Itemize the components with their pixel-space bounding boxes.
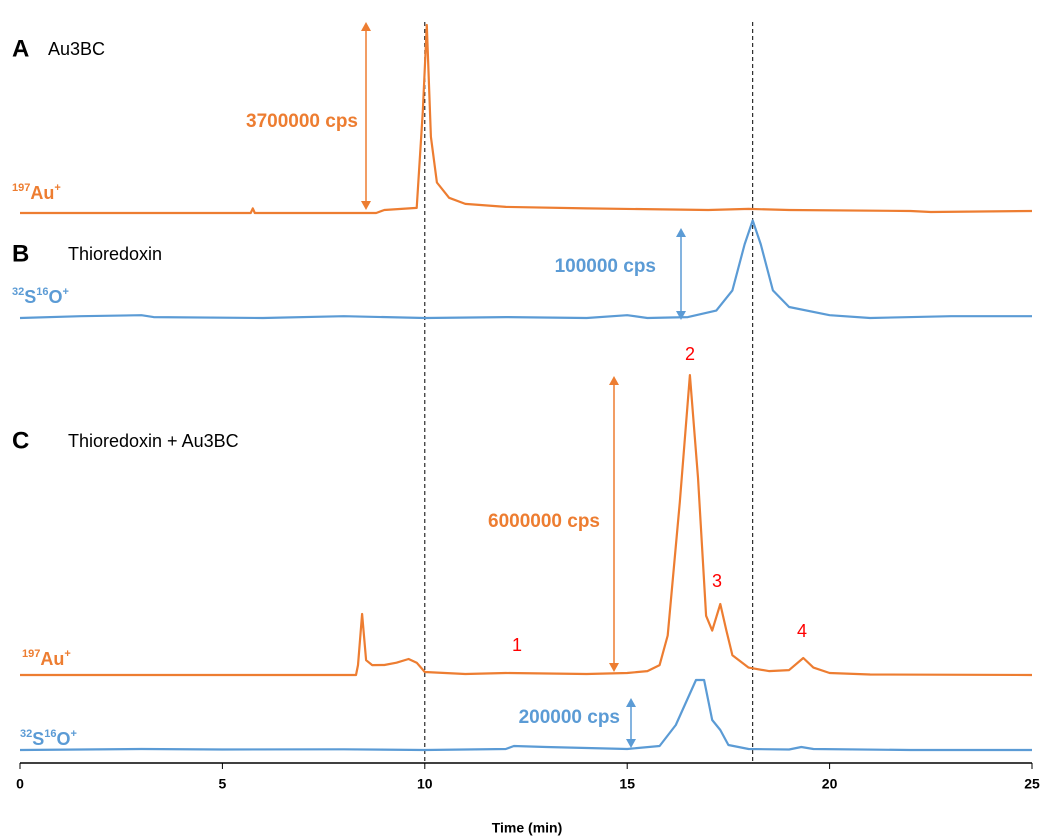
series-label-part: 16 bbox=[44, 728, 56, 740]
series-label-part: Au bbox=[40, 649, 64, 669]
series-label-part: Au bbox=[30, 183, 54, 203]
series-label: 32S16O+ bbox=[20, 728, 77, 749]
x-tick-label: 15 bbox=[619, 776, 635, 792]
series-label-part: + bbox=[54, 182, 60, 194]
x-tick-label: 25 bbox=[1024, 776, 1040, 792]
arrow-head bbox=[609, 376, 619, 385]
panel-letter: B bbox=[12, 240, 29, 267]
panel-title: Thioredoxin + Au3BC bbox=[68, 431, 239, 451]
series-label-part: + bbox=[63, 286, 69, 298]
series-label-part: 32 bbox=[12, 286, 24, 298]
scale-bar-label: 200000 cps bbox=[519, 707, 620, 728]
series-label-part: O bbox=[49, 287, 63, 307]
series-label: 197Au+ bbox=[12, 182, 61, 203]
series-label-part: 32 bbox=[20, 728, 32, 740]
scale-bar-label: 6000000 cps bbox=[488, 511, 600, 532]
panel-letter: C bbox=[12, 427, 29, 454]
series-label-part: 16 bbox=[36, 286, 48, 298]
scale-bar-label: 100000 cps bbox=[555, 256, 656, 277]
trace bbox=[19, 678, 1032, 752]
x-tick-label: 10 bbox=[417, 776, 433, 792]
arrow-head bbox=[626, 739, 636, 748]
arrow-head bbox=[361, 201, 371, 210]
trace bbox=[20, 23, 1033, 215]
trace bbox=[20, 374, 1033, 677]
scale-bar-label: 3700000 cps bbox=[246, 111, 358, 132]
peak-label: 1 bbox=[512, 635, 522, 655]
peak-label: 3 bbox=[712, 571, 722, 591]
peak-label: 2 bbox=[685, 344, 695, 364]
x-tick-label: 0 bbox=[16, 776, 24, 792]
series-label-part: 197 bbox=[22, 648, 40, 660]
series-label-part: S bbox=[32, 729, 44, 749]
arrow-head bbox=[626, 698, 636, 707]
arrow-head bbox=[361, 22, 371, 31]
x-tick-label: 5 bbox=[219, 776, 227, 792]
series-label-part: S bbox=[24, 287, 36, 307]
x-tick-label: 20 bbox=[822, 776, 838, 792]
panel-title: Thioredoxin bbox=[68, 244, 162, 264]
x-axis-label: Time (min) bbox=[492, 820, 563, 836]
series-label: 32S16O+ bbox=[12, 286, 69, 307]
series-label: 197Au+ bbox=[22, 648, 71, 669]
trace bbox=[19, 219, 1032, 320]
series-label-part: O bbox=[57, 729, 71, 749]
arrow-head bbox=[676, 228, 686, 237]
arrow-head bbox=[676, 311, 686, 320]
series-label-part: + bbox=[71, 728, 77, 740]
series-label-part: 197 bbox=[12, 182, 30, 194]
series-label-part: + bbox=[64, 648, 70, 660]
panel-title: Au3BC bbox=[48, 39, 105, 59]
arrow-head bbox=[609, 663, 619, 672]
peak-label: 4 bbox=[797, 621, 807, 641]
panel-letter: A bbox=[12, 35, 29, 62]
